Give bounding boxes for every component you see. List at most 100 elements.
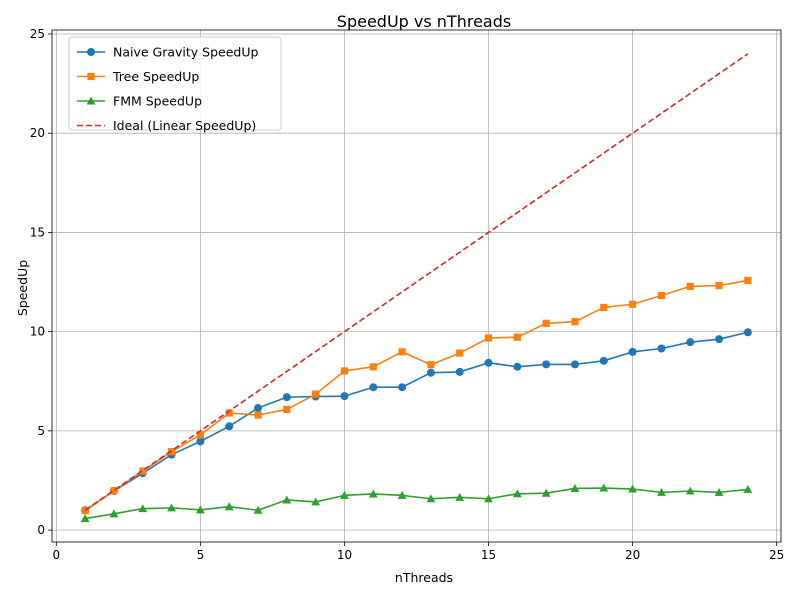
series-line-ideal <box>84 53 749 511</box>
data-point-naive <box>254 404 263 413</box>
data-point-tree <box>571 318 579 326</box>
data-point-fmm <box>714 487 724 496</box>
data-point-tree <box>312 390 320 398</box>
data-point-naive <box>455 367 464 376</box>
data-point-fmm <box>657 487 666 496</box>
data-point-fmm <box>570 484 580 492</box>
legend-marker-fmm <box>86 96 96 105</box>
data-point-naive <box>628 347 637 356</box>
data-point-fmm <box>743 485 753 493</box>
data-point-naive <box>426 368 435 377</box>
data-point-naive <box>340 392 349 401</box>
data-point-tree <box>340 367 349 375</box>
series-line-tree <box>84 279 749 512</box>
x-tick-label: 0 <box>53 548 61 562</box>
data-point-naive <box>369 383 378 392</box>
series-naive <box>81 328 752 515</box>
data-point-tree <box>715 282 723 290</box>
y-axis-label: SpeedUp <box>15 260 30 316</box>
data-point-tree <box>542 319 550 327</box>
legend-label-tree: Tree SpeedUp <box>112 69 199 84</box>
chart-title: SpeedUp vs nThreads <box>337 12 511 31</box>
data-point-tree <box>110 487 118 495</box>
data-point-tree <box>369 363 377 371</box>
data-point-tree <box>254 411 262 419</box>
data-point-naive <box>657 344 666 353</box>
data-point-fmm <box>340 490 349 499</box>
data-point-naive <box>715 335 724 344</box>
data-point-fmm <box>253 505 263 514</box>
data-point-tree <box>456 349 464 357</box>
data-point-naive <box>686 338 695 347</box>
x-tick-label: 10 <box>337 548 352 562</box>
x-tick-label: 20 <box>625 548 640 562</box>
data-point-tree <box>686 282 694 290</box>
series-fmm <box>80 483 753 523</box>
data-point-fmm <box>512 489 522 498</box>
y-tick-label: 5 <box>37 424 45 438</box>
y-tick-label: 15 <box>30 225 45 239</box>
data-point-tree <box>167 448 176 456</box>
data-point-fmm <box>109 509 119 518</box>
data-point-naive <box>225 422 234 431</box>
series-ideal <box>84 53 749 511</box>
data-point-tree <box>398 348 406 356</box>
grid <box>52 30 781 542</box>
y-tick-label: 25 <box>30 27 45 41</box>
data-point-naive <box>570 360 579 369</box>
legend-label-naive: Naive Gravity SpeedUp <box>113 45 259 60</box>
data-point-naive <box>513 362 522 371</box>
series-tree <box>81 276 752 515</box>
data-point-tree <box>600 303 608 312</box>
y-tick-label: 20 <box>30 126 45 140</box>
data-point-naive <box>599 356 608 365</box>
data-point-fmm <box>484 494 493 503</box>
data-point-naive <box>743 328 752 337</box>
data-point-naive <box>196 437 205 446</box>
data-point-tree <box>81 507 89 515</box>
data-point-tree <box>657 291 666 300</box>
x-axis-label: nThreads <box>395 570 453 585</box>
legend-marker-naive <box>87 48 95 56</box>
data-point-fmm <box>195 505 205 514</box>
data-point-tree <box>139 467 147 475</box>
x-tick-label: 15 <box>481 548 496 562</box>
data-point-tree <box>196 431 204 439</box>
legend-label-fmm: FMM SpeedUp <box>113 94 202 109</box>
data-point-tree <box>513 333 521 341</box>
data-point-naive <box>542 360 551 369</box>
legend-marker-tree <box>87 72 95 81</box>
data-point-naive <box>398 383 407 392</box>
axis-ticks: 0 5 10 15 20 25 0 5 10 15 20 25 <box>30 27 785 562</box>
data-point-tree <box>427 361 435 369</box>
legend: Naive Gravity SpeedUp Tree SpeedUp FMM Spe… <box>68 36 282 133</box>
data-point-tree <box>629 300 637 308</box>
data-point-fmm <box>628 484 638 493</box>
data-point-fmm <box>138 504 148 513</box>
x-tick-label: 25 <box>769 548 784 562</box>
data-point-naive <box>282 393 291 402</box>
x-tick-label: 5 <box>197 548 205 562</box>
data-point-fmm <box>541 488 551 497</box>
y-tick-label: 10 <box>30 325 45 339</box>
data-point-fmm <box>368 489 378 498</box>
legend-label-ideal: Ideal (Linear SpeedUp) <box>113 118 256 133</box>
data-point-fmm <box>455 492 465 501</box>
series-group <box>80 53 753 523</box>
data-point-fmm <box>311 497 321 506</box>
data-point-fmm <box>685 486 695 495</box>
legend-box <box>68 36 282 131</box>
data-point-fmm <box>224 502 234 511</box>
plot-frame <box>51 29 782 543</box>
series-line-naive <box>84 331 749 511</box>
series-line-fmm <box>85 487 748 520</box>
data-point-fmm <box>167 503 176 512</box>
data-point-naive <box>484 358 493 367</box>
data-point-tree <box>484 334 493 342</box>
y-tick-label: 0 <box>37 523 45 537</box>
data-point-fmm <box>397 490 407 499</box>
data-point-fmm <box>282 495 292 504</box>
data-point-tree <box>225 409 233 417</box>
